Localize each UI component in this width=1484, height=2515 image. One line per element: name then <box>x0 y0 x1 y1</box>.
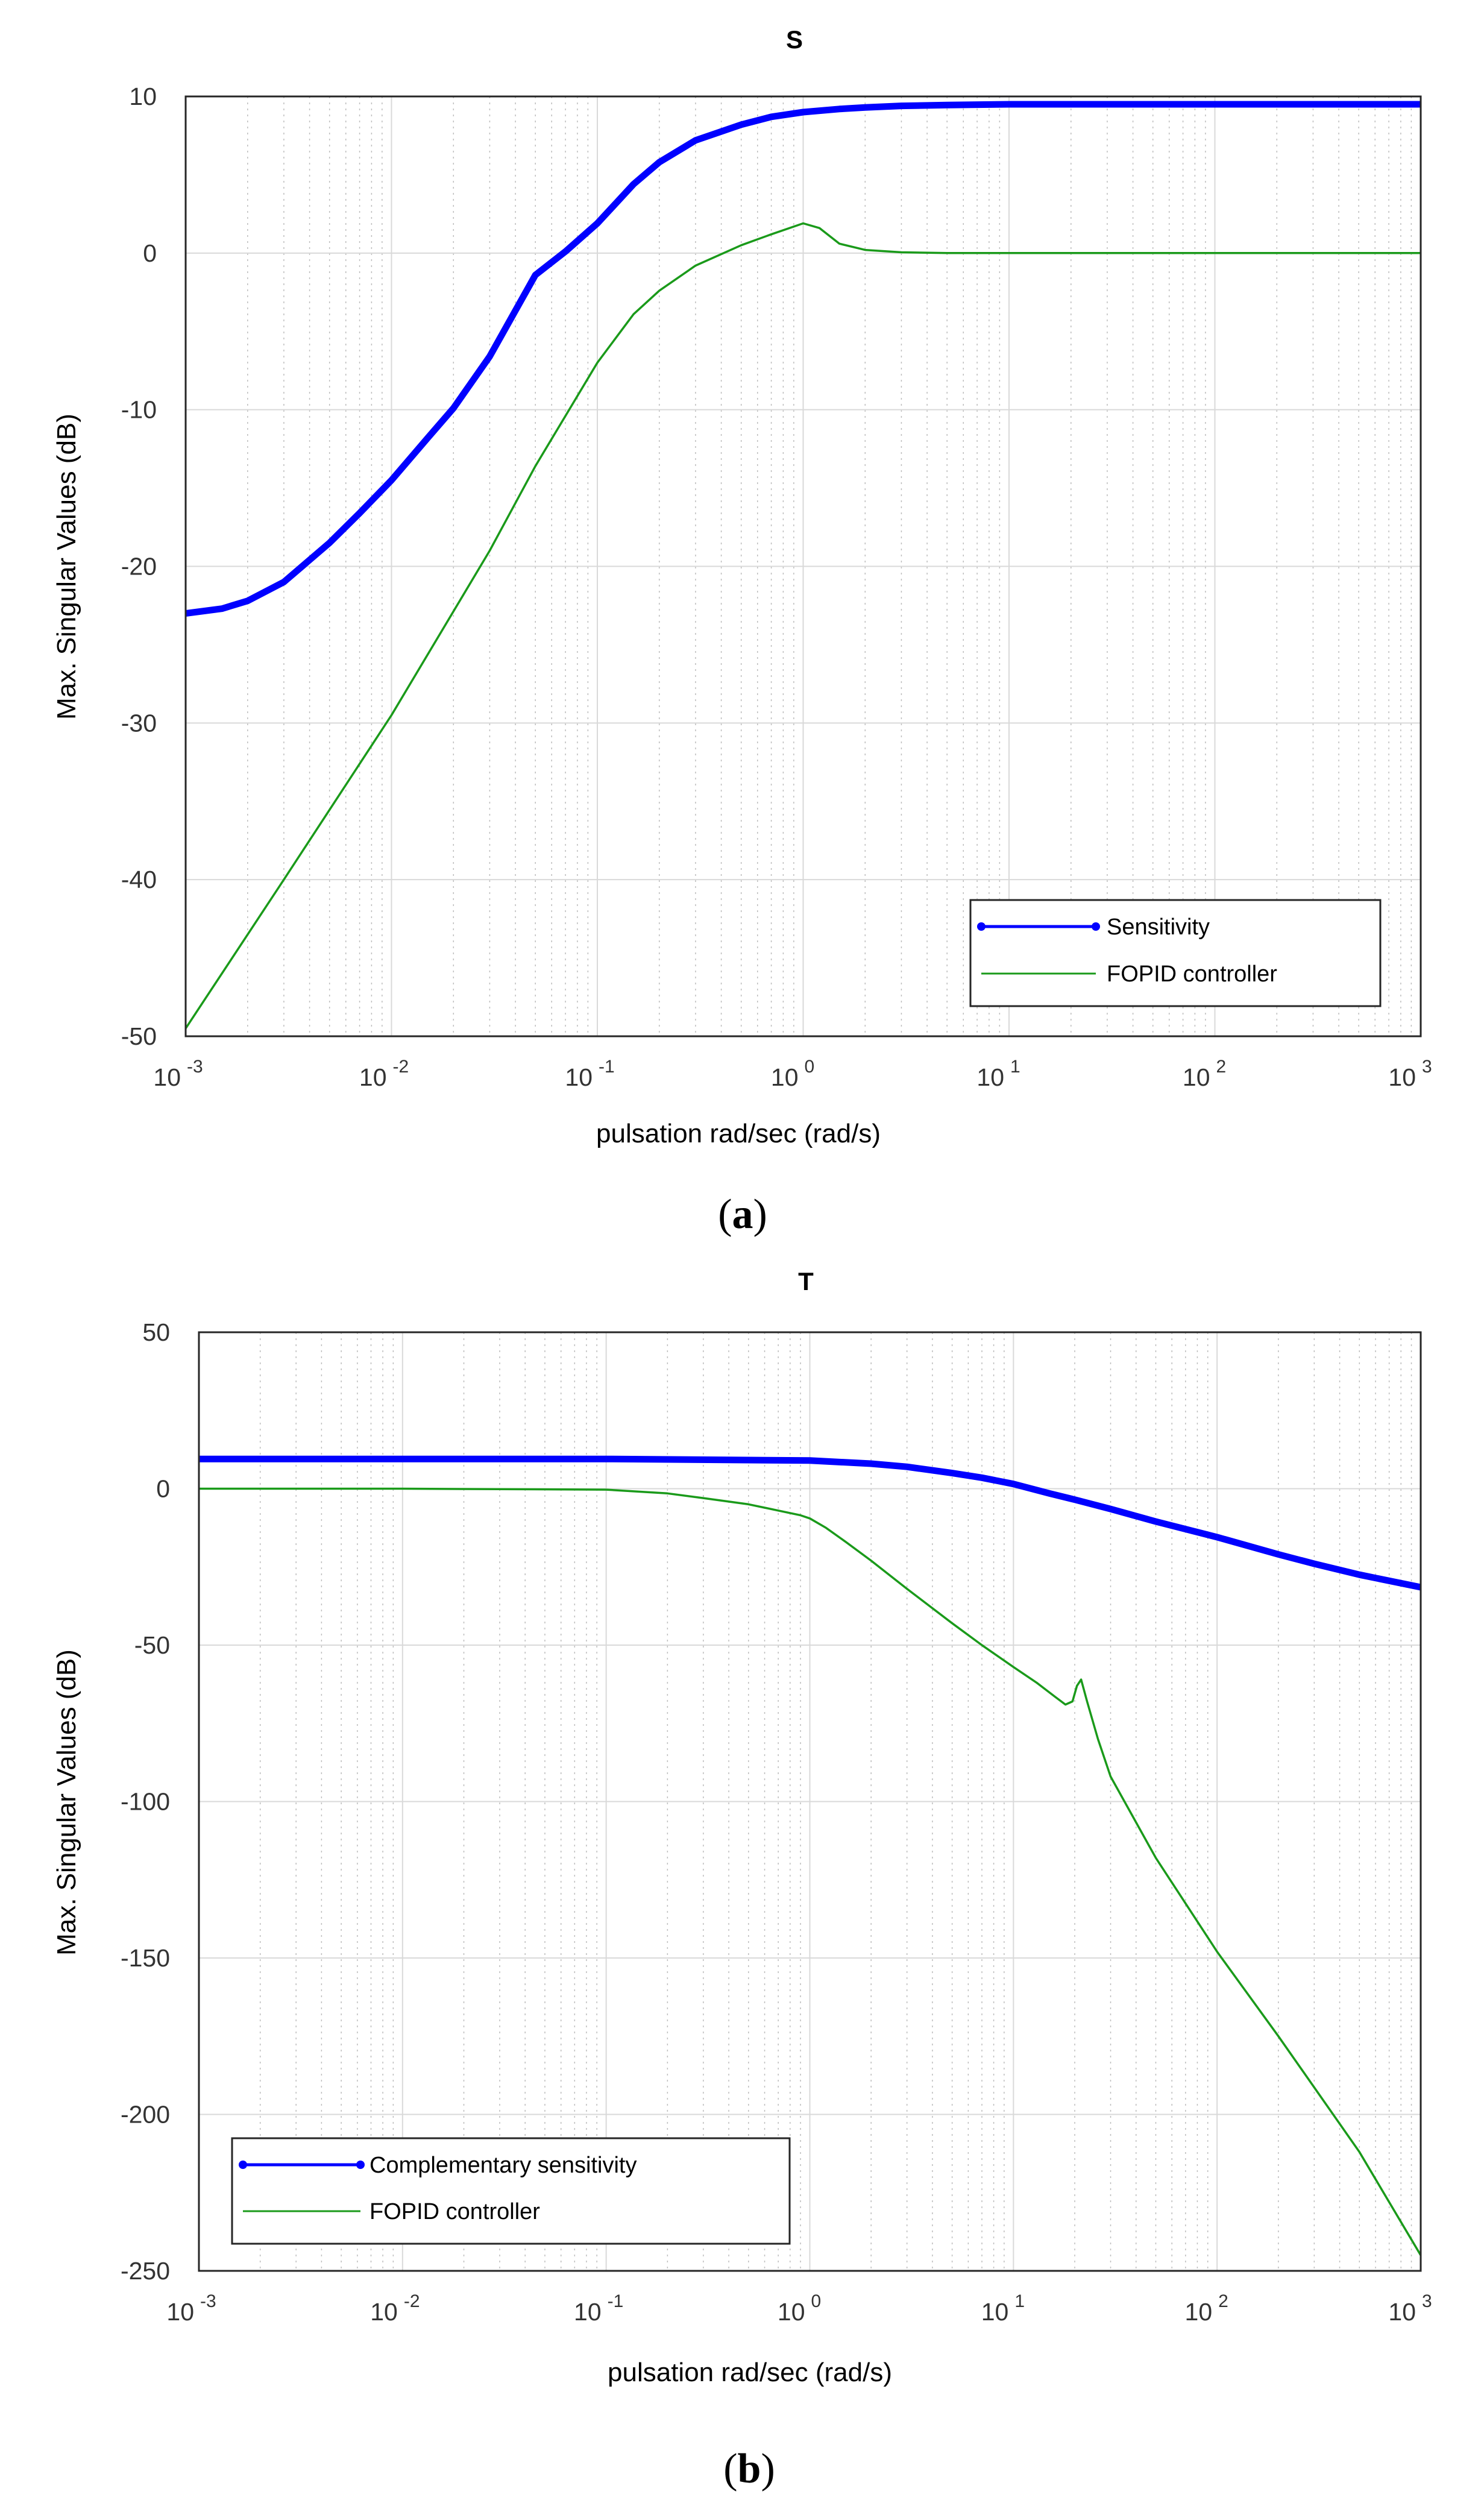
chart-a-x-tick-exponent: 0 <box>805 1057 815 1077</box>
chart-a-x-tick-exponent: -1 <box>599 1057 615 1077</box>
caption-b: (b) <box>723 2446 775 2492</box>
chart-a-x-tick-base: 10 <box>565 1063 593 1091</box>
chart-b-x-tick-exponent: 1 <box>1014 2291 1025 2311</box>
chart-a-y-tick-label: -10 <box>121 396 157 424</box>
chart-b-y-tick-label: 50 <box>142 1318 170 1346</box>
chart-b-y-tick-label: 0 <box>156 1475 170 1503</box>
chart-b-x-ticks: 10 -3 10 -2 10 -1 10 0 10 1 10 2 10 3 <box>166 2291 1432 2326</box>
chart-a-legend-marker-start <box>977 922 986 931</box>
chart-a-legend-fopid-label: FOPID controller <box>1107 962 1277 987</box>
chart-b-x-tick-exponent: 0 <box>811 2291 822 2311</box>
chart-b-x-tick-exponent: 2 <box>1218 2291 1228 2311</box>
chart-b-y-tick-label: -250 <box>121 2257 170 2285</box>
chart-a-x-tick-exponent: -2 <box>393 1057 409 1077</box>
chart-b-x-tick-exponent: -2 <box>404 2291 420 2311</box>
chart-a-y-tick-label: -20 <box>121 553 157 581</box>
chart-a-series-main-line <box>186 101 1421 617</box>
chart-b-legend: Complementary sensitivity FOPID controll… <box>231 2137 791 2245</box>
chart-a-title: S <box>786 25 803 54</box>
chart-b-x-tick-base: 10 <box>370 2298 398 2326</box>
chart-a-x-ticks: 10 -3 10 -2 10 -1 10 0 10 1 10 2 10 3 <box>153 1057 1432 1091</box>
chart-b-x-tick-exponent: 3 <box>1422 2291 1432 2311</box>
chart-b-x-tick-base: 10 <box>166 2298 194 2326</box>
chart-a-x-tick-exponent: 1 <box>1010 1057 1020 1077</box>
chart-b-x-tick-base: 10 <box>981 2298 1009 2326</box>
chart-b-series-main-line <box>199 1455 1421 1591</box>
chart-b-legend-fopid-label: FOPID controller <box>369 2199 540 2224</box>
chart-b-series-fopid-line <box>199 1487 1421 2256</box>
chart-b-title: T <box>798 1267 814 1295</box>
chart-b-x-tick-base: 10 <box>1185 2298 1213 2326</box>
chart-b-y-tick-label: -100 <box>121 1788 170 1816</box>
chart-a-x-tick-exponent: 3 <box>1422 1057 1432 1077</box>
chart-b-x-tick-exponent: -3 <box>200 2291 216 2311</box>
caption-b-letter: b <box>738 2446 761 2492</box>
chart-a-x-tick-base: 10 <box>1388 1063 1416 1091</box>
chart-b-legend-marker-start <box>239 2161 247 2169</box>
chart-b-legend-marker-end <box>356 2161 365 2169</box>
chart-a-legend: Sensitivity FOPID controller <box>969 899 1382 1007</box>
chart-b-y-tick-label: -150 <box>121 1944 170 1972</box>
chart-a-x-tick-base: 10 <box>153 1063 181 1091</box>
chart-a-x-tick-base: 10 <box>976 1063 1004 1091</box>
chart-a-y-tick-label: -30 <box>121 709 157 737</box>
chart-a-x-tick-base: 10 <box>771 1063 799 1091</box>
chart-b-legend-compsens-label: Complementary sensitivity <box>369 2153 637 2178</box>
chart-a-x-tick-exponent: -3 <box>187 1057 203 1077</box>
chart-a-y-axis-label: Max. Singular Values (dB) <box>52 414 81 720</box>
chart-a-series <box>186 101 1421 1030</box>
chart-a-x-tick-base: 10 <box>1183 1063 1210 1091</box>
caption-a: (a) <box>718 1191 767 1238</box>
chart-a-legend-sensitivity-label: Sensitivity <box>1107 914 1210 940</box>
chart-b-legend-box <box>231 2137 791 2245</box>
chart-b-y-axis-label: Max. Singular Values (dB) <box>52 1649 81 1956</box>
panel-b: T 50 0 -50 -100 -150 -200 -250 10 -3 10 -2 10 -1 10 0… <box>52 1267 1432 2492</box>
chart-a-legend-marker-end <box>1092 922 1100 931</box>
chart-a-y-ticks: 10 0 -10 -20 -30 -40 -50 <box>121 83 157 1050</box>
chart-a-axes-box <box>184 95 1422 1037</box>
chart-b-y-tick-label: -200 <box>121 2101 170 2129</box>
chart-a-y-tick-label: -50 <box>121 1022 157 1050</box>
chart-a-y-tick-label: 10 <box>129 83 157 110</box>
panel-a: S 100-10-20-30-40-50 10 -3 10 -2 10 -1 10 0 10 1 1… <box>52 25 1432 1238</box>
chart-b-series <box>199 1455 1421 2256</box>
chart-b-x-tick-base: 10 <box>1388 2298 1416 2326</box>
chart-b-y-tick-label: -50 <box>134 1631 170 1659</box>
chart-a-series-fopid-line <box>186 222 1421 1030</box>
caption-a-letter: a <box>732 1191 753 1238</box>
chart-a-legend-box <box>969 899 1382 1007</box>
chart-b-x-tick-exponent: -1 <box>608 2291 624 2311</box>
chart-b-axes-box <box>198 1331 1422 2272</box>
chart-b-x-tick-base: 10 <box>778 2298 805 2326</box>
chart-b-x-axis-label: pulsation rad/sec (rad/s) <box>608 2358 892 2387</box>
chart-a-y-tick-label: 0 <box>143 239 157 267</box>
chart-a-x-tick-exponent: 2 <box>1216 1057 1227 1077</box>
chart-a-x-tick-base: 10 <box>359 1063 387 1091</box>
chart-a-x-axis-label: pulsation rad/sec (rad/s) <box>596 1119 881 1148</box>
chart-a-y-tick-label: -40 <box>121 866 157 893</box>
chart-b-y-ticks: 50 0 -50 -100 -150 -200 -250 <box>121 1318 170 2285</box>
chart-b-x-tick-base: 10 <box>574 2298 602 2326</box>
